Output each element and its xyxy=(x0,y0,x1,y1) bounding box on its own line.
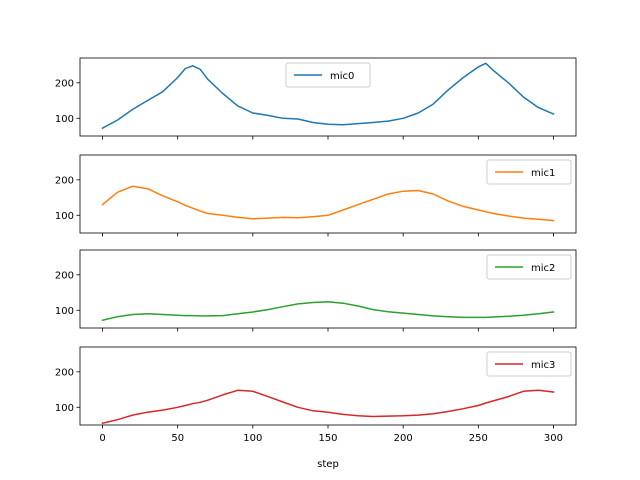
series-line-mic2 xyxy=(101,301,555,322)
x-tick-label: 0 xyxy=(99,433,105,444)
x-tick-label: 200 xyxy=(394,433,413,444)
legend-label: mic2 xyxy=(531,263,555,274)
y-tick-label: 100 xyxy=(55,211,74,222)
legend-box xyxy=(285,62,371,88)
legend-box xyxy=(486,351,572,377)
legend-mic0: mic0 xyxy=(285,62,371,88)
subplot-mic2: 100 200 mic2 xyxy=(55,249,577,332)
y-tick-label: 200 xyxy=(55,367,74,378)
y-tick-label: 100 xyxy=(55,114,74,125)
legend-mic2: mic2 xyxy=(486,254,572,280)
axes-frame xyxy=(79,57,577,137)
subplot-mic3: 100 200 mic3 xyxy=(55,346,577,429)
x-axis-ticks: 0 50 100 150 200 250 300 xyxy=(99,433,563,444)
legend-box xyxy=(486,254,572,280)
series-line-mic1 xyxy=(101,185,555,222)
x-tick-label: 100 xyxy=(243,433,262,444)
y-tick-label: 100 xyxy=(55,306,74,317)
x-tick-label: 250 xyxy=(469,433,488,444)
axes-frame xyxy=(79,346,577,426)
y-tick-label: 100 xyxy=(55,403,74,414)
legend-box xyxy=(486,159,572,185)
y-tick-label: 200 xyxy=(55,270,74,281)
legend-label: mic1 xyxy=(531,168,555,179)
y-tick-label: 200 xyxy=(55,175,74,186)
x-tick-label: 150 xyxy=(318,433,337,444)
legend-mic1: mic1 xyxy=(486,159,572,185)
axes-frame xyxy=(79,154,577,234)
legend-mic3: mic3 xyxy=(486,351,572,377)
axes-frame xyxy=(79,249,577,329)
legend-label: mic0 xyxy=(330,71,354,82)
series-line-mic3 xyxy=(101,389,555,425)
series-line-mic0 xyxy=(101,62,555,130)
x-tick-label: 50 xyxy=(171,433,184,444)
x-axis-title: step xyxy=(317,459,339,470)
subplot-mic1: 100 200 mic1 xyxy=(55,154,577,237)
subplot-panels: 100 200 mic0 100 200 mic1 100 200 mic2 100 200 mic3 xyxy=(55,57,577,429)
y-tick-label: 200 xyxy=(55,78,74,89)
subplot-mic0: 100 200 mic0 xyxy=(55,57,577,140)
legend-label: mic3 xyxy=(531,360,555,371)
x-tick-label: 300 xyxy=(544,433,563,444)
